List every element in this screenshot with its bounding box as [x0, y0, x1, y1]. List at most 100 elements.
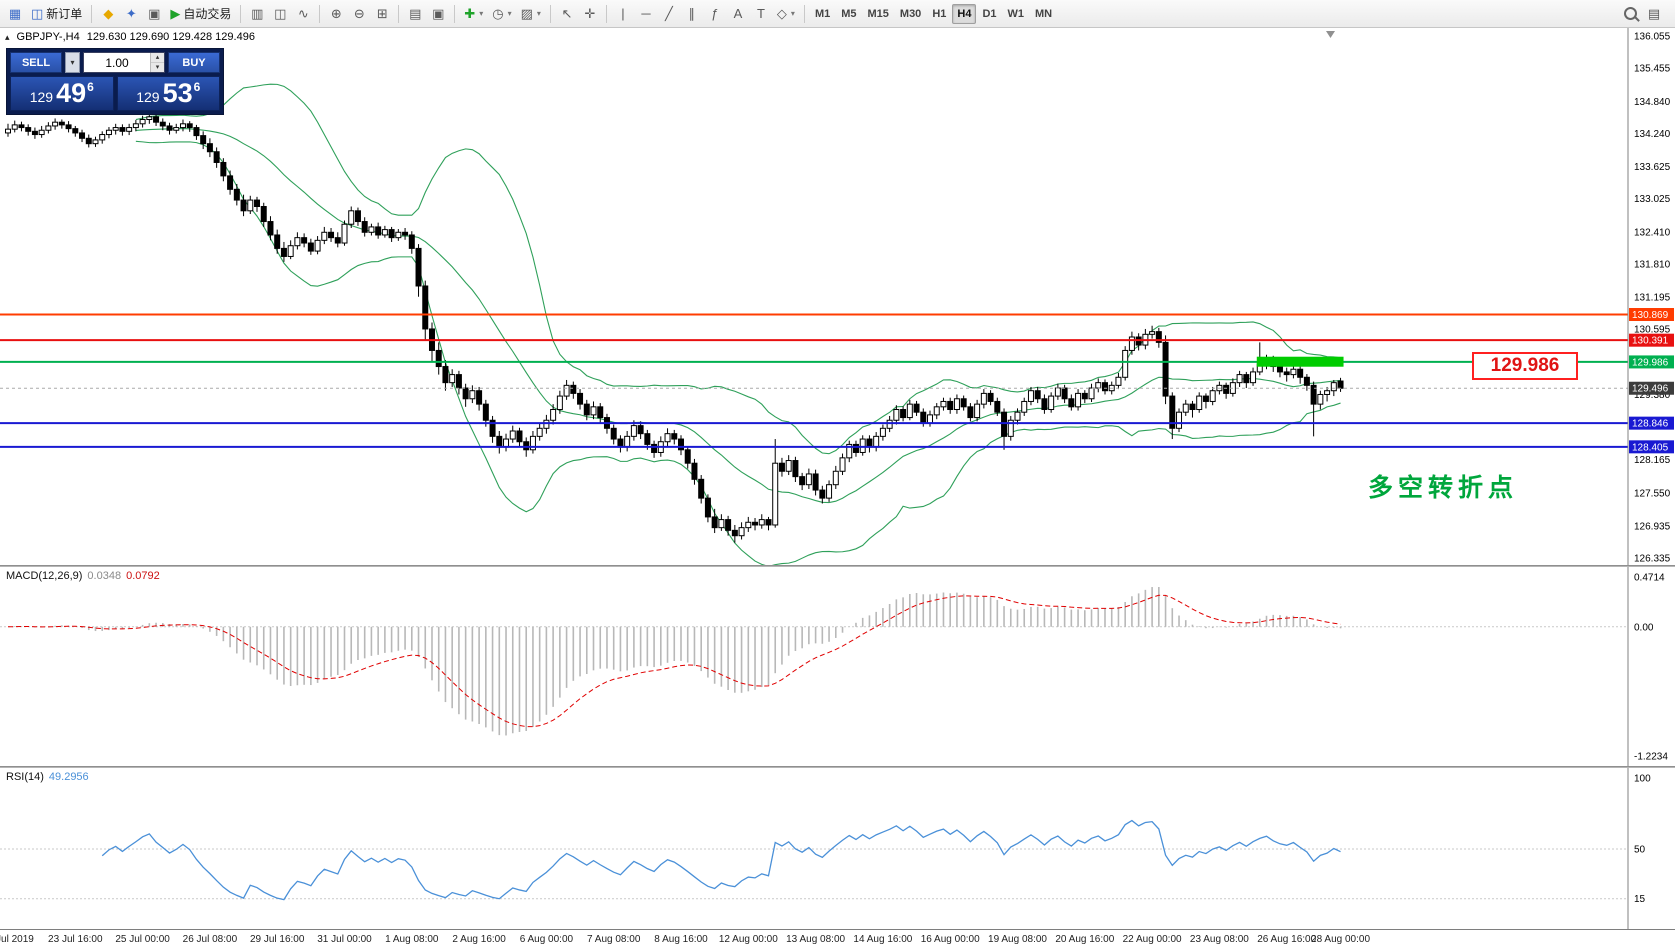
time-axis[interactable]: 22 Jul 2019 23 Jul 16:00 25 Jul 00:00 26 Ju… [0, 929, 1675, 951]
new-order-button[interactable]: ◫ 新订单 [27, 3, 86, 25]
svg-text:0.4714: 0.4714 [1634, 573, 1665, 584]
shapes-button[interactable]: ◇ ▾ [773, 3, 799, 25]
periods-button[interactable]: ◷ ▾ [488, 3, 515, 25]
terminal-icon: ▣ [148, 6, 161, 21]
time-axis-label: 31 Jul 00:00 [317, 934, 372, 945]
horizontal-line-button[interactable]: ─ [635, 3, 657, 25]
macd-signal-value: 0.0792 [126, 570, 160, 582]
new-chart-button[interactable]: ▦ [4, 3, 26, 25]
trade-panel-collapse-icon[interactable]: ▴ [5, 31, 10, 42]
volume-dropdown-button[interactable]: ▾ [65, 52, 80, 73]
price-chart-canvas[interactable]: 136.055 135.455 134.840 134.240 133.625 133.0… [0, 28, 1675, 565]
search-icon [1623, 7, 1637, 20]
rsi-canvas[interactable]: 100 50 15 [0, 768, 1675, 929]
svg-text:128.846: 128.846 [1632, 419, 1669, 430]
text-label-icon: T [756, 6, 765, 21]
vertical-line-icon: | [621, 6, 625, 21]
time-axis-label: 14 Aug 16:00 [853, 934, 913, 945]
cascade-windows-button[interactable]: ▤ [404, 3, 426, 25]
panel-splitter[interactable] [0, 565, 1675, 567]
objects-list-icon: ▤ [1647, 6, 1661, 21]
buy-price-base: 129 [136, 88, 160, 105]
volume-increase-button[interactable]: ▴ [151, 53, 164, 63]
timeframe-h4-button[interactable]: H4 [952, 3, 977, 24]
macd-canvas[interactable]: 0.4714 0.00 -1.2234 [0, 567, 1675, 766]
trendline-button[interactable]: ╱ [658, 3, 680, 25]
sell-button[interactable]: SELL [10, 52, 62, 73]
timeframe-m1-button[interactable]: M1 [810, 4, 835, 24]
new-order-label: 新订单 [46, 7, 83, 21]
buy-price-point: 6 [193, 79, 201, 94]
time-axis-label: 26 Aug 16:00 [1257, 934, 1317, 945]
time-axis-label: 28 Aug 00:00 [1311, 934, 1371, 945]
toolbar-separator [91, 4, 93, 23]
candles [5, 113, 1344, 543]
templates-button[interactable]: ▨ ▾ [517, 3, 545, 25]
chevron-down-icon: ▾ [507, 9, 512, 18]
cursor-button[interactable]: ↖ [556, 3, 578, 25]
timeframe-m15-button[interactable]: M15 [863, 4, 894, 24]
svg-text:128.165: 128.165 [1634, 455, 1671, 466]
time-axis-label: 23 Jul 16:00 [48, 934, 103, 945]
volume-field: ▴ ▾ [83, 52, 165, 73]
macd-label: MACD(12,26,9) 0.0348 0.0792 [6, 570, 160, 582]
timeframe-d1-button[interactable]: D1 [977, 4, 1001, 24]
rsi-scale: 100 50 15 [1627, 768, 1651, 929]
time-axis-label: 22 Aug 00:00 [1122, 934, 1182, 945]
terminal-button[interactable]: ▣ [143, 3, 165, 25]
chart-ohlc-values: 129.630 129.690 129.428 129.496 [86, 31, 255, 43]
volume-input[interactable] [84, 53, 150, 72]
fibonacci-button[interactable]: ƒ [704, 3, 726, 25]
channel-button[interactable]: ∥ [681, 3, 703, 25]
svg-text:0.00: 0.00 [1634, 622, 1654, 633]
timeframe-m5-button[interactable]: M5 [836, 4, 861, 24]
autotrade-button[interactable]: ▶ 自动交易 [166, 3, 235, 25]
timeframe-mn-button[interactable]: MN [1030, 4, 1057, 24]
sell-price-button[interactable]: 129 49 6 [10, 76, 114, 111]
indicators-button[interactable]: ✚ ▾ [460, 3, 487, 25]
fibonacci-icon: ƒ [711, 6, 719, 21]
svg-text:126.935: 126.935 [1634, 521, 1671, 532]
buy-button[interactable]: BUY [168, 52, 220, 73]
svg-text:133.625: 133.625 [1634, 162, 1671, 173]
candlestick-chart-icon: ◫ [274, 6, 287, 21]
market-watch-button[interactable]: ◆ [97, 3, 119, 25]
time-axis-label: 19 Aug 08:00 [988, 934, 1047, 945]
volume-decrease-button[interactable]: ▾ [151, 63, 164, 72]
timeframe-h1-button[interactable]: H1 [927, 4, 951, 24]
sell-price-base: 129 [29, 88, 54, 105]
crosshair-icon: ✛ [584, 6, 596, 21]
objects-list-button[interactable]: ▤ [1643, 3, 1665, 25]
chart-shift-marker[interactable] [1326, 31, 1335, 38]
candle-chart-button[interactable]: ◫ [269, 3, 291, 25]
zoom-out-button[interactable]: ⊖ [348, 3, 370, 25]
templates-icon: ▨ [520, 6, 533, 21]
toolbar-separator [803, 4, 805, 23]
crosshair-button[interactable]: ✛ [579, 3, 601, 25]
zoom-in-button[interactable]: ⊕ [325, 3, 347, 25]
arrange-windows-button[interactable]: ▣ [427, 3, 449, 25]
chart-header: ▴ GBPJPY-,H4 129.630 129.690 129.428 129… [5, 31, 255, 43]
toolbar-separator [319, 4, 321, 23]
bar-chart-icon: ▥ [251, 6, 264, 21]
macd-signal-line [7, 594, 1341, 728]
timeframe-w1-button[interactable]: W1 [1003, 4, 1030, 24]
text-label-button[interactable]: T [750, 3, 772, 25]
search-button[interactable] [1619, 3, 1641, 25]
tile-windows-button[interactable]: ⊞ [371, 3, 393, 25]
text-button[interactable]: A [727, 3, 749, 25]
shapes-icon: ◇ [776, 6, 787, 21]
svg-text:130.869: 130.869 [1632, 310, 1669, 321]
cascade-windows-icon: ▤ [409, 6, 422, 21]
rsi-title: RSI(14) [6, 771, 44, 783]
timeframe-m30-button[interactable]: M30 [895, 4, 926, 24]
panel-splitter[interactable] [0, 766, 1675, 768]
line-chart-button[interactable]: ∿ [292, 3, 314, 25]
bar-chart-button[interactable]: ▥ [246, 3, 268, 25]
vertical-line-button[interactable]: | [612, 3, 634, 25]
navigator-button[interactable]: ✦ [120, 3, 142, 25]
svg-text:129.496: 129.496 [1632, 384, 1669, 395]
arrange-windows-icon: ▣ [432, 6, 445, 21]
buy-price-button[interactable]: 129 53 6 [116, 76, 220, 111]
navigator-icon: ✦ [125, 6, 137, 21]
